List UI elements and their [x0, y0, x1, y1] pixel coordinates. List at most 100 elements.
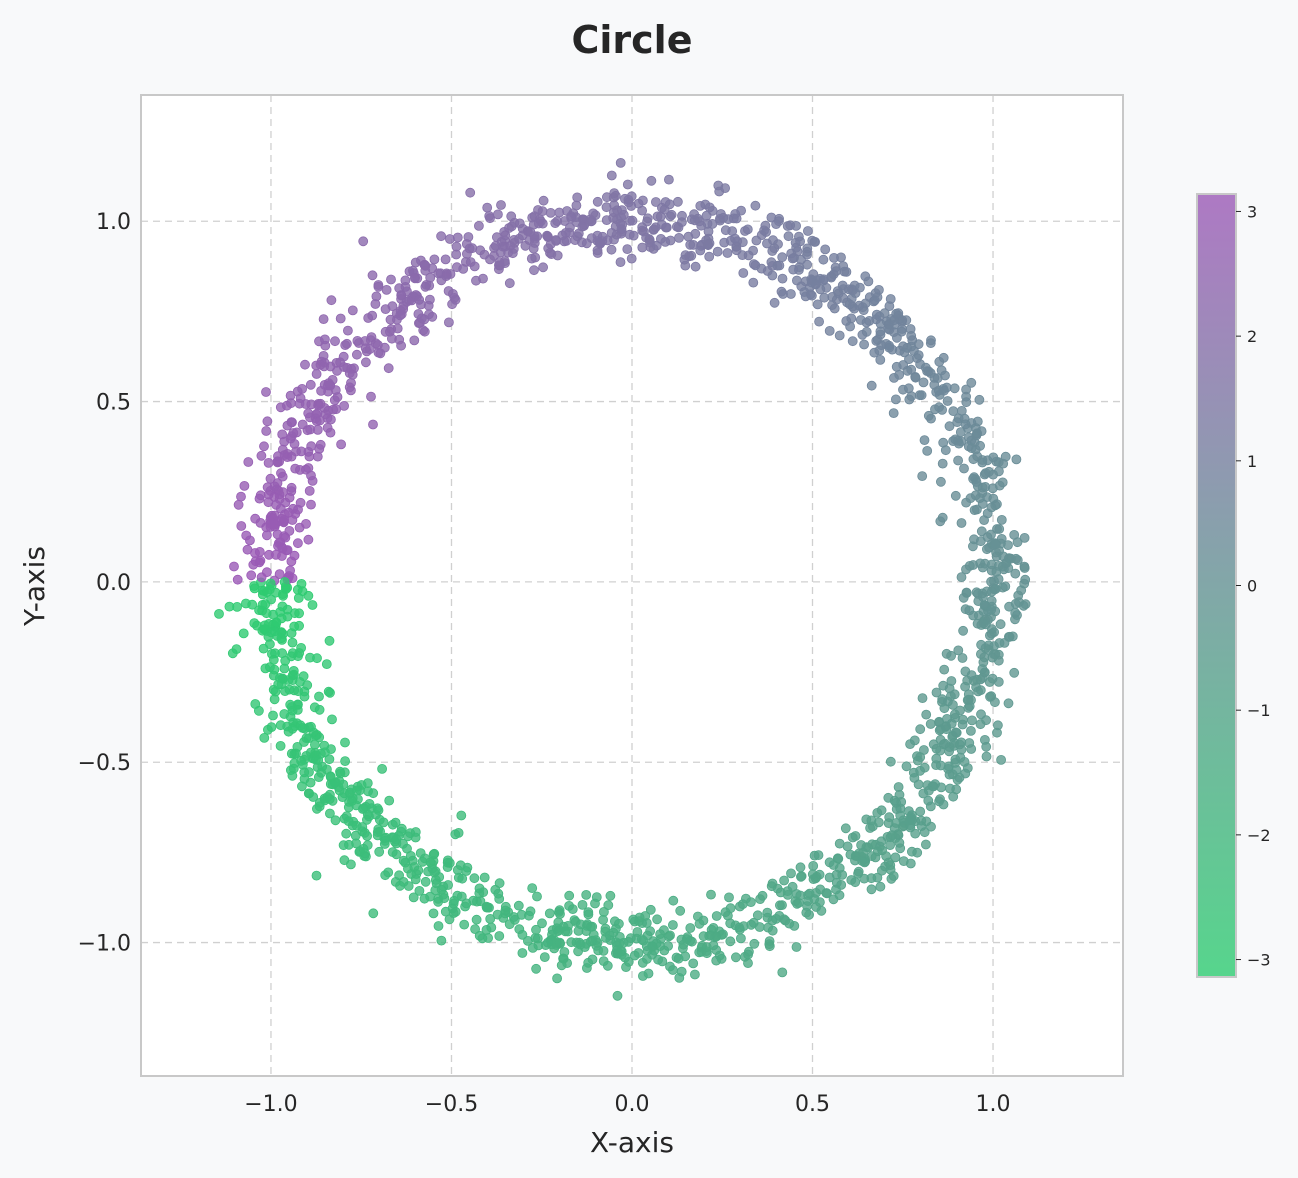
scatter-point [939, 664, 950, 675]
scatter-point [345, 859, 356, 870]
scatter-point [645, 904, 656, 915]
scatter-point [689, 209, 699, 220]
colorbar-tick-label: −1 [1247, 701, 1271, 720]
scatter-point [496, 200, 506, 210]
scatter-point [777, 252, 788, 263]
scatter-point [574, 937, 585, 948]
scatter-point [651, 240, 662, 251]
scatter-point [737, 899, 748, 910]
scatter-point [725, 918, 736, 929]
scatter-point [532, 891, 542, 902]
scatter-point [906, 330, 917, 341]
scatter-point [743, 958, 753, 968]
scatter-point [943, 696, 953, 707]
x-axis-label: X-axis [590, 1126, 674, 1159]
colorbar [1197, 194, 1236, 977]
scatter-point [360, 336, 370, 346]
scatter-point [706, 889, 716, 900]
scatter-point [725, 903, 736, 914]
scatter-point [995, 619, 1006, 630]
scatter-point [269, 491, 280, 502]
scatter-point [531, 963, 541, 974]
scatter-point [250, 513, 261, 524]
scatter-point [294, 608, 305, 619]
scatter-point [961, 497, 971, 508]
scatter-point [746, 897, 756, 907]
scatter-point [366, 391, 376, 402]
scatter-point [722, 248, 733, 258]
scatter-point [307, 475, 318, 486]
scatter-point [606, 170, 617, 181]
scatter-point [288, 428, 299, 438]
scatter-point [956, 572, 967, 582]
scatter-point [436, 231, 447, 242]
scatter-point [700, 199, 711, 210]
scatter-point [931, 743, 942, 754]
scatter-point [824, 325, 835, 336]
scatter-point [582, 963, 592, 973]
scatter-point [227, 648, 238, 659]
scatter-point [935, 734, 946, 745]
scatter-point [398, 877, 409, 887]
scatter-point [438, 881, 449, 892]
scatter-point [664, 174, 674, 185]
scatter-point [683, 231, 694, 242]
scatter-point [430, 875, 441, 885]
scatter-point [958, 625, 968, 636]
scatter-point [877, 845, 887, 856]
scatter-point [981, 619, 991, 630]
scatter-point [594, 237, 605, 248]
scatter-point [870, 852, 881, 863]
scatter-point [913, 339, 924, 350]
scatter-point [916, 390, 927, 401]
scatter-point [921, 839, 931, 850]
scatter-point [884, 301, 895, 312]
scatter-point [831, 877, 842, 888]
scatter-point [888, 871, 899, 881]
scatter-point [730, 233, 740, 244]
scatter-point [616, 224, 627, 235]
scatter-point [977, 498, 988, 509]
scatter-point [588, 208, 599, 219]
scatter-point [359, 851, 370, 861]
colorbar-tick-label: −3 [1247, 951, 1271, 970]
scatter-point [288, 669, 299, 680]
scatter-point [265, 473, 276, 484]
scatter-point [274, 569, 285, 579]
scatter-point [274, 673, 285, 683]
scatter-point [609, 188, 620, 199]
scatter-point [828, 894, 839, 905]
scatter-point [440, 906, 451, 917]
scatter-point [439, 893, 450, 904]
scatter-point [494, 878, 505, 889]
scatter-point [436, 935, 447, 946]
x-tick-label: −1.0 [244, 1092, 297, 1117]
scatter-point [232, 602, 243, 612]
scatter-point [665, 211, 676, 222]
scatter-point [387, 847, 398, 857]
scatter-point [303, 463, 314, 473]
scatter-point [950, 754, 961, 765]
scatter-point [539, 952, 550, 962]
scatter-point [569, 915, 580, 925]
scatter-point [602, 192, 612, 203]
scatter-point [994, 524, 1005, 534]
scatter-point [834, 330, 845, 341]
scatter-point [261, 567, 272, 578]
scatter-point [919, 435, 930, 446]
scatter-point [572, 192, 583, 203]
scatter-point [948, 791, 959, 802]
scatter-point [460, 256, 471, 267]
scatter-point [469, 873, 480, 884]
scatter-point [368, 908, 379, 919]
scatter-point [419, 314, 430, 325]
scatter-point [891, 804, 902, 814]
scatter-point [1019, 533, 1030, 543]
scatter-point [645, 926, 655, 937]
scatter-point [641, 918, 652, 928]
scatter-point [386, 274, 396, 285]
scatter-point [261, 608, 272, 619]
scatter-point [650, 222, 661, 233]
colorbar-tick-label: 3 [1247, 202, 1257, 221]
